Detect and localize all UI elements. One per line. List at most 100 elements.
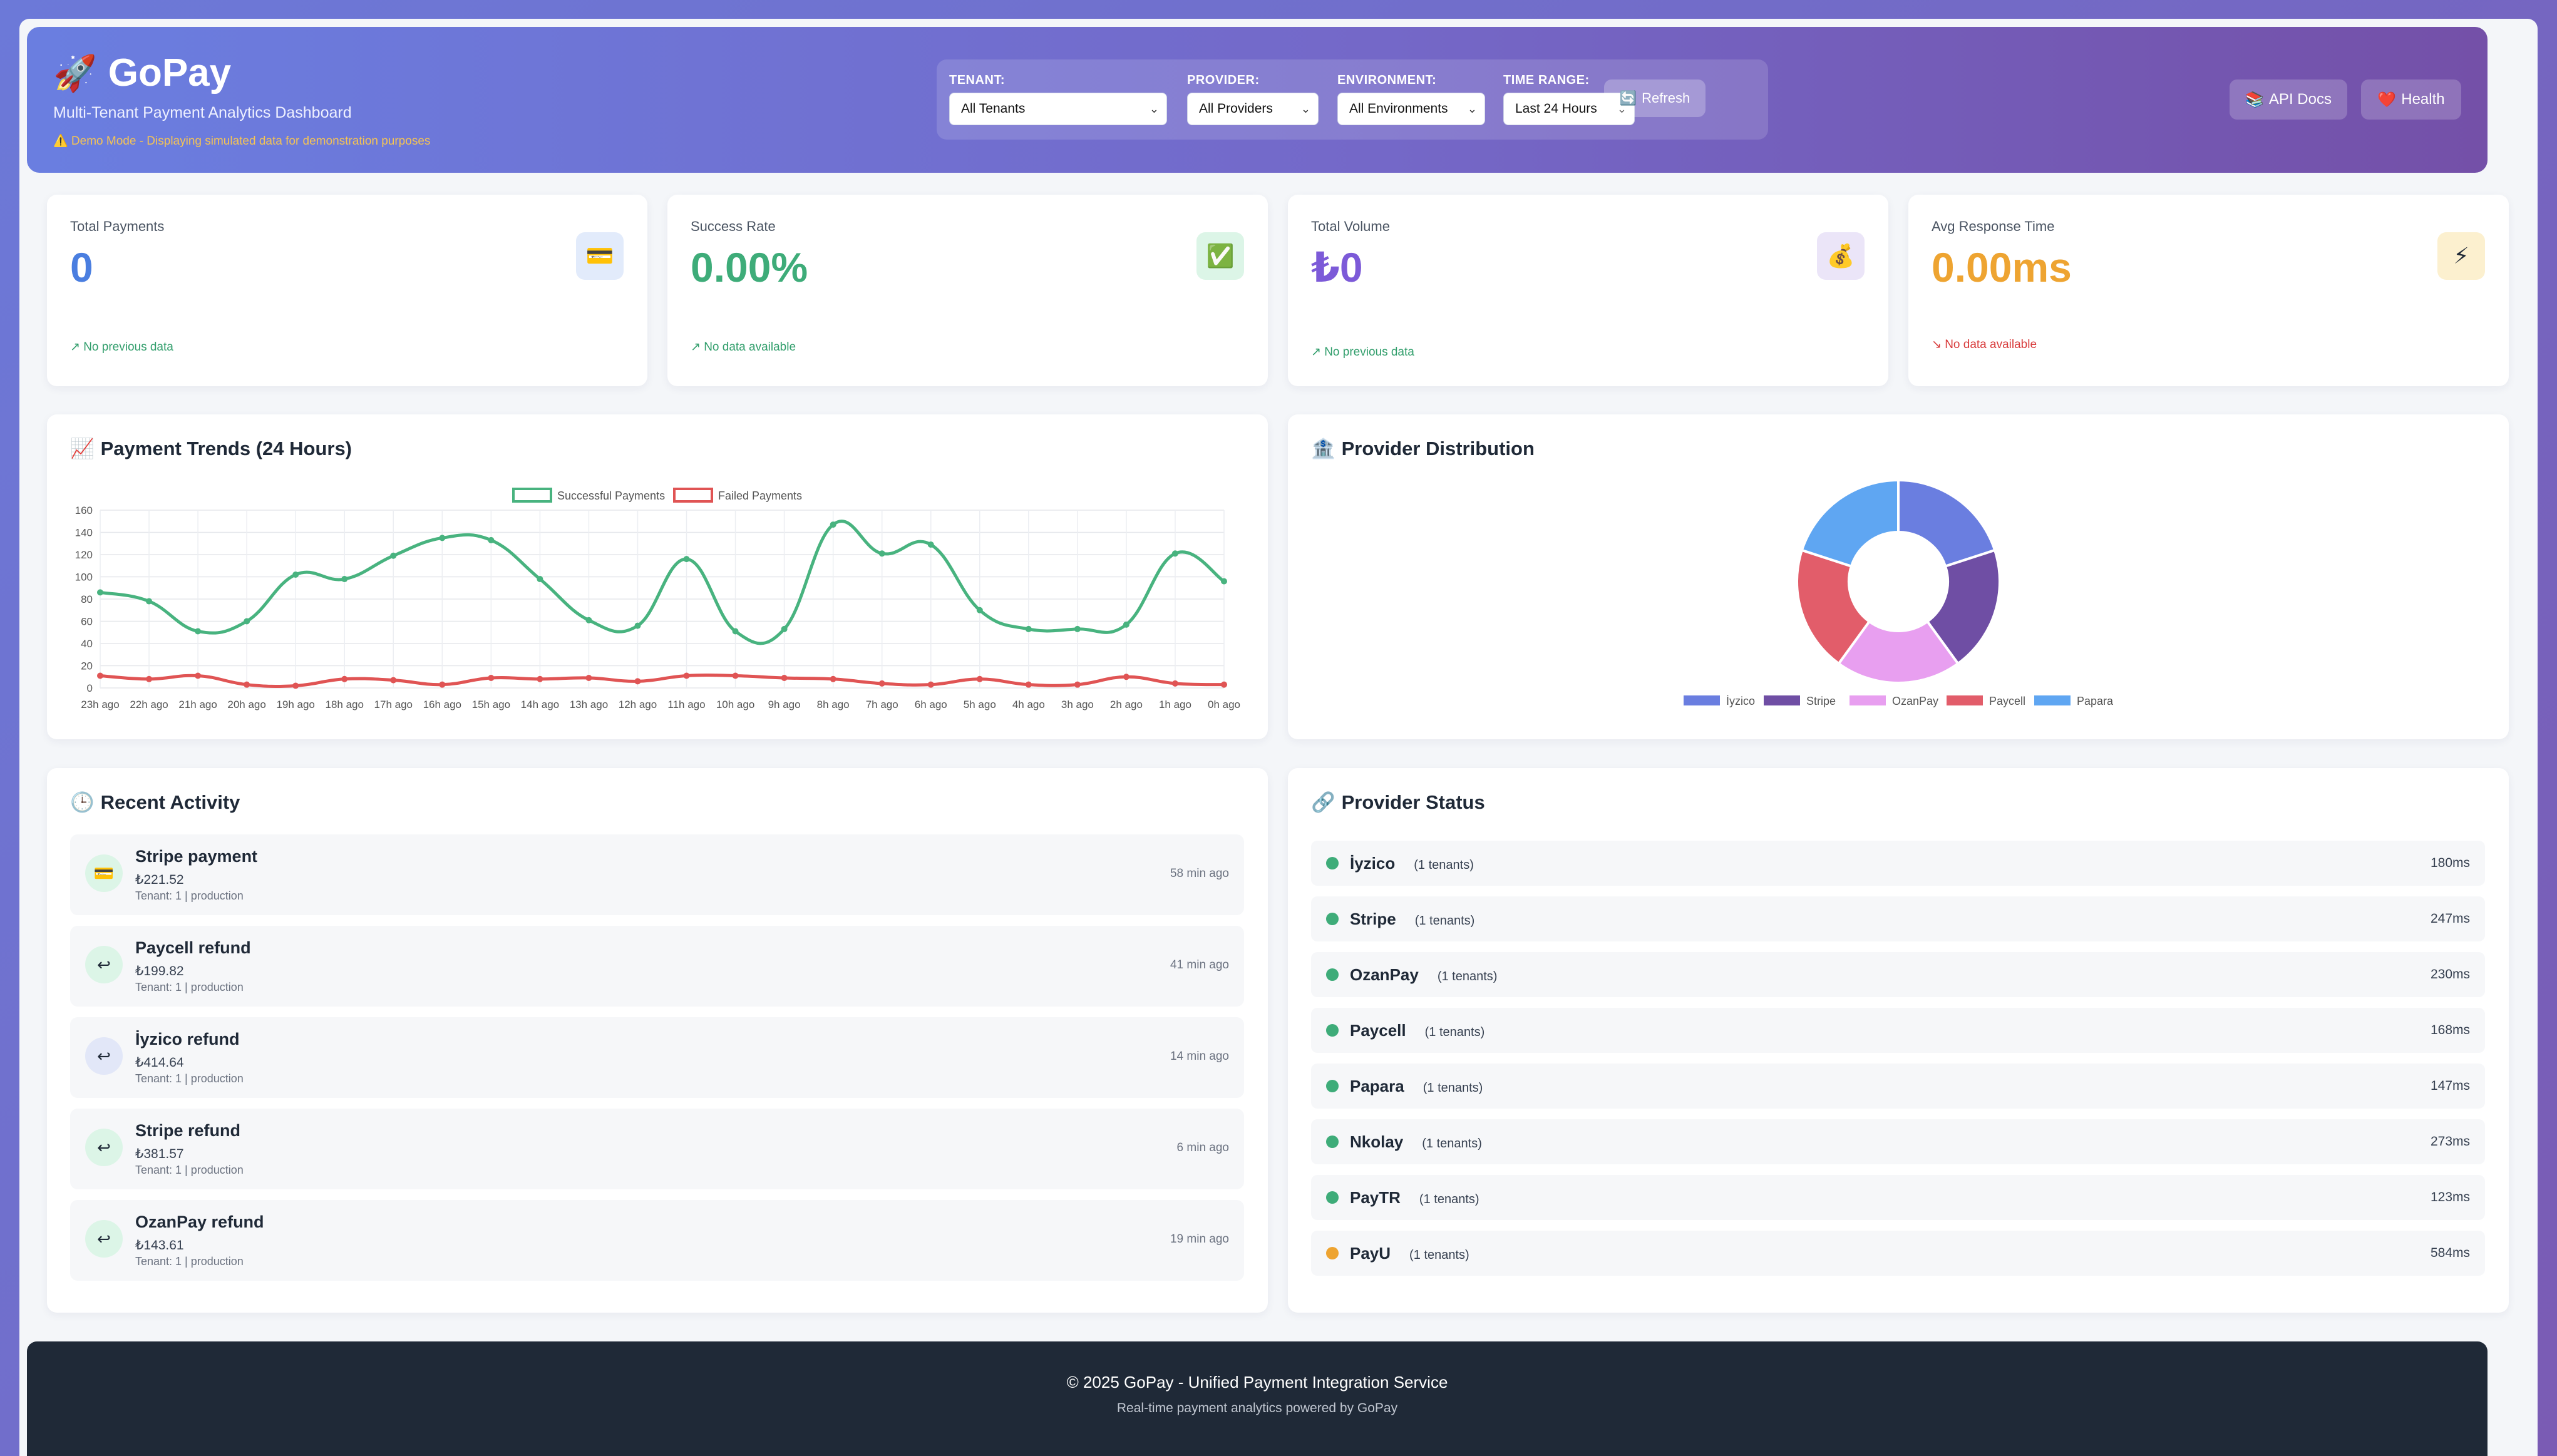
- x-tick-label: 18h ago: [325, 699, 363, 710]
- provider-status-item[interactable]: Stripe (1 tenants) 247ms: [1311, 896, 2485, 941]
- provider-response-time: 230ms: [2430, 967, 2470, 982]
- activity-item[interactable]: ↩ Paycell refund ₺199.82 Tenant: 1 | produc…: [70, 926, 1244, 1007]
- data-point: [1025, 625, 1032, 632]
- data-point: [1025, 681, 1032, 688]
- activity-amount: ₺143.61: [135, 1238, 184, 1253]
- provider-status-item[interactable]: PayTR (1 tenants) 123ms: [1311, 1175, 2485, 1220]
- stat-trend: ↘ No data available: [1932, 338, 2037, 351]
- data-point: [1171, 680, 1178, 687]
- data-point: [244, 618, 250, 625]
- data-point: [537, 675, 543, 682]
- status-dot-icon: [1326, 968, 1339, 981]
- provider-status-item[interactable]: İyzico (1 tenants) 180ms: [1311, 841, 2485, 886]
- footer-tagline: Real-time payment analytics powered by G…: [1116, 1401, 1398, 1415]
- data-point: [1123, 674, 1129, 680]
- data-point: [878, 680, 885, 687]
- stat-label: Success Rate: [691, 218, 776, 234]
- heart-icon: ❤️: [2377, 91, 2397, 108]
- activity-title: Stripe refund: [135, 1121, 241, 1140]
- app-title: 🚀 GoPay: [53, 51, 430, 95]
- payment-trends-chart: 0 20 40 60 80 100 120 140 160 23h ago 22h ago 21h a…: [75, 488, 1240, 710]
- legend-label: Paycell: [1989, 695, 2025, 707]
- tenant-filter-label: TENANT:: [949, 73, 1006, 87]
- x-tick-label: 19h ago: [276, 699, 314, 710]
- health-button[interactable]: ❤️ Health: [2361, 79, 2461, 120]
- provider-distribution-title: 🏦 Provider Distribution: [1311, 437, 1535, 460]
- x-tick-label: 15h ago: [472, 699, 510, 710]
- provider-tenants: (1 tenants): [1437, 970, 1498, 983]
- api-docs-button[interactable]: 📚 API Docs: [2230, 79, 2347, 120]
- x-tick-label: 8h ago: [817, 699, 850, 710]
- activity-meta: Tenant: 1 | production: [135, 889, 244, 902]
- data-point: [146, 675, 153, 682]
- legend-label: OzanPay: [1892, 695, 1938, 707]
- book-icon: 📚: [2245, 91, 2264, 108]
- data-point: [927, 681, 934, 688]
- y-tick-label: 140: [75, 527, 93, 539]
- x-tick-label: 17h ago: [374, 699, 413, 710]
- provider-name: Papara: [1350, 1077, 1404, 1095]
- pie-slice: [1925, 548, 2001, 665]
- data-point: [830, 521, 836, 528]
- app-subtitle: Multi-Tenant Payment Analytics Dashboard: [53, 104, 352, 121]
- data-point: [97, 589, 103, 596]
- provider-tenants: (1 tenants): [1419, 1192, 1479, 1206]
- time-range-filter: TIME RANGE: Last 24 Hours ⌄: [1503, 73, 1635, 125]
- provider-status-item[interactable]: Nkolay (1 tenants) 273ms: [1311, 1119, 2485, 1164]
- x-tick-label: 11h ago: [667, 699, 705, 710]
- activity-time: 19 min ago: [1170, 1233, 1229, 1246]
- data-point: [195, 672, 202, 679]
- activity-title: OzanPay refund: [135, 1212, 264, 1231]
- data-point: [97, 672, 103, 679]
- activity-item[interactable]: 💳 Stripe payment ₺221.52 Tenant: 1 | produc…: [70, 834, 1244, 915]
- rocket-icon: 🚀: [53, 53, 97, 93]
- provider-status-item[interactable]: OzanPay (1 tenants) 230ms: [1311, 952, 2485, 997]
- x-tick-label: 16h ago: [423, 699, 461, 710]
- provider-name-row: PayU (1 tenants): [1350, 1244, 1469, 1263]
- stat-card-avg-response: Avg Response Time 0.00ms ↘ No data avail…: [1908, 195, 2509, 386]
- data-point: [1221, 681, 1227, 688]
- refund-icon: ↩: [85, 1037, 123, 1075]
- stat-label: Total Volume: [1311, 218, 1390, 234]
- data-point: [244, 681, 250, 688]
- provider-response-time: 168ms: [2430, 1023, 2470, 1037]
- payment-trends-title: 📈 Payment Trends (24 Hours): [70, 437, 352, 460]
- refresh-button[interactable]: 🔄 Refresh: [1604, 79, 1706, 117]
- recent-activity-title: 🕒 Recent Activity: [70, 791, 240, 814]
- x-tick-label: 4h ago: [1012, 699, 1045, 710]
- x-tick-label: 9h ago: [768, 699, 801, 710]
- provider-status-item[interactable]: Papara (1 tenants) 147ms: [1311, 1064, 2485, 1109]
- stat-value: ₺0: [1311, 244, 1363, 290]
- activity-item[interactable]: ↩ Stripe refund ₺381.57 Tenant: 1 | product…: [70, 1109, 1244, 1189]
- provider-name-row: PayTR (1 tenants): [1350, 1188, 1479, 1207]
- provider-status-title: 🔗 Provider Status: [1311, 791, 1485, 814]
- x-tick-label: 6h ago: [915, 699, 947, 710]
- data-point: [830, 675, 836, 682]
- legend-label: Stripe: [1806, 695, 1836, 707]
- y-tick-label: 60: [81, 616, 93, 628]
- provider-select[interactable]: All Providers ⌄: [1187, 93, 1319, 125]
- data-point: [439, 681, 446, 688]
- provider-status-item[interactable]: PayU (1 tenants) 584ms: [1311, 1231, 2485, 1276]
- environment-select[interactable]: All Environments ⌄: [1337, 93, 1485, 125]
- tenant-select[interactable]: All Tenants ⌄: [949, 93, 1167, 125]
- status-dot-icon: [1326, 1080, 1339, 1092]
- x-tick-label: 7h ago: [866, 699, 898, 710]
- data-point: [585, 675, 592, 682]
- x-tick-label: 23h ago: [81, 699, 119, 710]
- provider-distribution-title-text: Provider Distribution: [1341, 437, 1535, 459]
- activity-item[interactable]: ↩ OzanPay refund ₺143.61 Tenant: 1 | produc…: [70, 1200, 1244, 1281]
- provider-status-item[interactable]: Paycell (1 tenants) 168ms: [1311, 1008, 2485, 1053]
- legend-swatch: [1684, 695, 1720, 705]
- data-point: [781, 675, 788, 682]
- status-dot-icon: [1326, 913, 1339, 925]
- data-point: [1221, 578, 1227, 585]
- status-dot-icon: [1326, 857, 1339, 869]
- data-point: [341, 576, 348, 583]
- chart-icon: 📈: [70, 438, 95, 459]
- activity-item[interactable]: ↩ İyzico refund ₺414.64 Tenant: 1 | product…: [70, 1017, 1244, 1098]
- provider-tenants: (1 tenants): [1424, 1025, 1485, 1039]
- time-range-select[interactable]: Last 24 Hours ⌄: [1503, 93, 1635, 125]
- tenant-select-value: All Tenants: [961, 101, 1026, 116]
- environment-select-value: All Environments: [1349, 101, 1448, 116]
